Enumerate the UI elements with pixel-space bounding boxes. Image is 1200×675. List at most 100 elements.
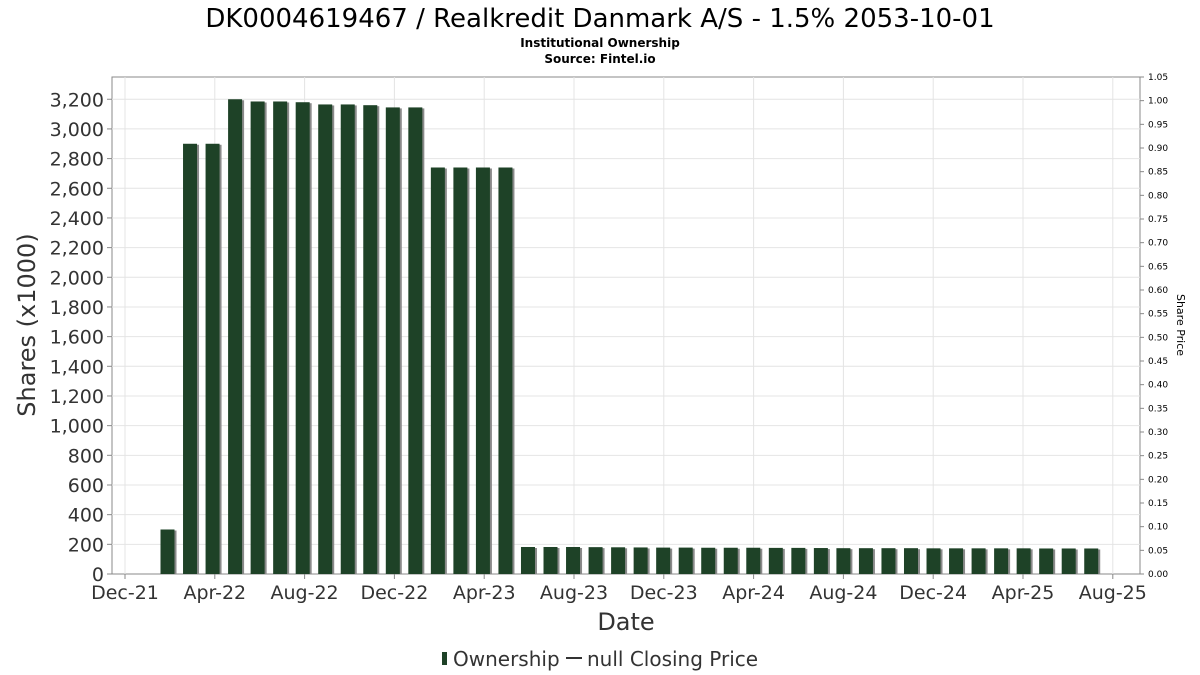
y-tick-label: 1,800 <box>50 297 104 319</box>
y2-tick-label: 0.95 <box>1148 120 1168 130</box>
bar <box>318 104 333 575</box>
bar <box>858 548 873 574</box>
y2-tick-label: 0.60 <box>1148 286 1168 296</box>
bar <box>994 548 1009 574</box>
y2-tick-label: 0.90 <box>1148 144 1168 154</box>
y2-tick-label: 0.45 <box>1148 357 1168 367</box>
x-tick-label: Aug-24 <box>809 582 877 604</box>
bar <box>1039 548 1054 574</box>
legend-label-closing-price: null Closing Price <box>587 647 758 671</box>
y2-tick-label: 0.50 <box>1148 333 1168 343</box>
y2-tick-label: 0.40 <box>1148 381 1168 391</box>
bar <box>971 548 986 574</box>
y2-tick-label: 0.20 <box>1148 475 1168 485</box>
bar <box>949 548 964 574</box>
y-tick-label: 3,200 <box>50 89 104 111</box>
y2-tick-label: 1.00 <box>1148 97 1168 107</box>
x-tick-label: Apr-25 <box>992 582 1055 604</box>
bar <box>498 167 513 574</box>
y-tick-label: 800 <box>68 445 104 467</box>
x-tick-label: Aug-25 <box>1079 582 1147 604</box>
bar <box>926 548 941 574</box>
y2-tick-label: 1.05 <box>1148 73 1168 83</box>
bar <box>768 547 783 574</box>
x-axis-label: Date <box>597 608 654 636</box>
bar <box>746 547 761 574</box>
bar <box>250 101 265 575</box>
y2-tick-label: 0.35 <box>1148 404 1168 414</box>
bar <box>408 107 423 575</box>
y-tick-label: 2,600 <box>50 178 104 200</box>
bar <box>475 167 490 574</box>
x-tick-label: Dec-23 <box>630 582 698 604</box>
y2-tick-label: 0.15 <box>1148 499 1168 509</box>
bar <box>813 548 828 574</box>
y-tick-label: 3,000 <box>50 119 104 141</box>
chart-subtitle: Institutional Ownership <box>520 36 680 50</box>
x-axis-ticks: Dec-21 Apr-22 Aug-22 Dec-22 Apr-23 Aug-23 Dec-… <box>91 574 1147 604</box>
y2-axis-label: Share Price <box>1174 294 1187 356</box>
bar <box>678 547 693 574</box>
x-tick-label: Dec-22 <box>360 582 428 604</box>
y2-tick-label: 0.30 <box>1148 428 1168 438</box>
y2-tick-label: 0.70 <box>1148 239 1168 249</box>
y-axis-label: Shares (x1000) <box>13 233 41 416</box>
bar <box>430 167 445 574</box>
y2-tick-label: 0.10 <box>1148 523 1168 533</box>
y2-tick-label: 0.85 <box>1148 168 1168 178</box>
y-tick-label: 1,600 <box>50 327 104 349</box>
bar <box>903 548 918 574</box>
y2-tick-label: 0.05 <box>1148 546 1168 556</box>
bar <box>520 546 535 574</box>
x-tick-label: Apr-24 <box>722 582 785 604</box>
y2-tick-label: 0.65 <box>1148 262 1168 272</box>
bar <box>363 105 378 575</box>
legend-label-ownership: Ownership <box>453 647 560 671</box>
bar <box>340 104 355 575</box>
bar <box>588 547 603 574</box>
y-tick-label: 2,200 <box>50 238 104 260</box>
bar <box>611 547 626 574</box>
bar-series-ownership <box>160 99 1101 575</box>
y-tick-label: 200 <box>68 534 104 556</box>
y2-axis-ticks: 0.00 0.05 0.10 0.15 0.20 0.25 0.30 0.35 0.40 0.45… <box>1140 73 1168 580</box>
bar <box>1016 548 1031 574</box>
y2-tick-label: 0.80 <box>1148 191 1168 201</box>
y-tick-label: 1,200 <box>50 386 104 408</box>
bar <box>385 107 400 575</box>
y2-tick-label: 0.75 <box>1148 215 1168 225</box>
bar <box>566 546 581 574</box>
bar <box>836 548 851 574</box>
bar <box>1061 548 1076 574</box>
bar <box>228 99 243 575</box>
y-tick-label: 600 <box>68 475 104 497</box>
y-tick-label: 2,400 <box>50 208 104 230</box>
legend-swatch-ownership <box>442 652 447 665</box>
x-tick-label: Aug-22 <box>271 582 339 604</box>
bar <box>656 547 671 574</box>
y-tick-label: 2,000 <box>50 267 104 289</box>
bar <box>273 101 288 575</box>
bar <box>1084 548 1099 574</box>
y-tick-label: 2,800 <box>50 149 104 171</box>
y2-tick-label: 0.55 <box>1148 310 1168 320</box>
y-tick-label: 1,400 <box>50 356 104 378</box>
bar <box>633 547 648 574</box>
bar <box>453 167 468 574</box>
chart-source: Source: Fintel.io <box>544 52 655 66</box>
bar <box>183 143 198 574</box>
bar <box>543 546 558 574</box>
y-tick-label: 400 <box>68 505 104 527</box>
x-tick-label: Dec-21 <box>91 582 159 604</box>
y-tick-label: 1,000 <box>50 416 104 438</box>
legend: Ownership null Closing Price <box>442 647 758 671</box>
bar <box>791 547 806 574</box>
y2-tick-label: 0.25 <box>1148 452 1168 462</box>
bar <box>881 548 896 574</box>
x-tick-label: Apr-22 <box>183 582 246 604</box>
bar <box>723 547 738 574</box>
bar <box>295 102 310 575</box>
x-tick-label: Dec-24 <box>899 582 967 604</box>
bar <box>701 547 716 574</box>
